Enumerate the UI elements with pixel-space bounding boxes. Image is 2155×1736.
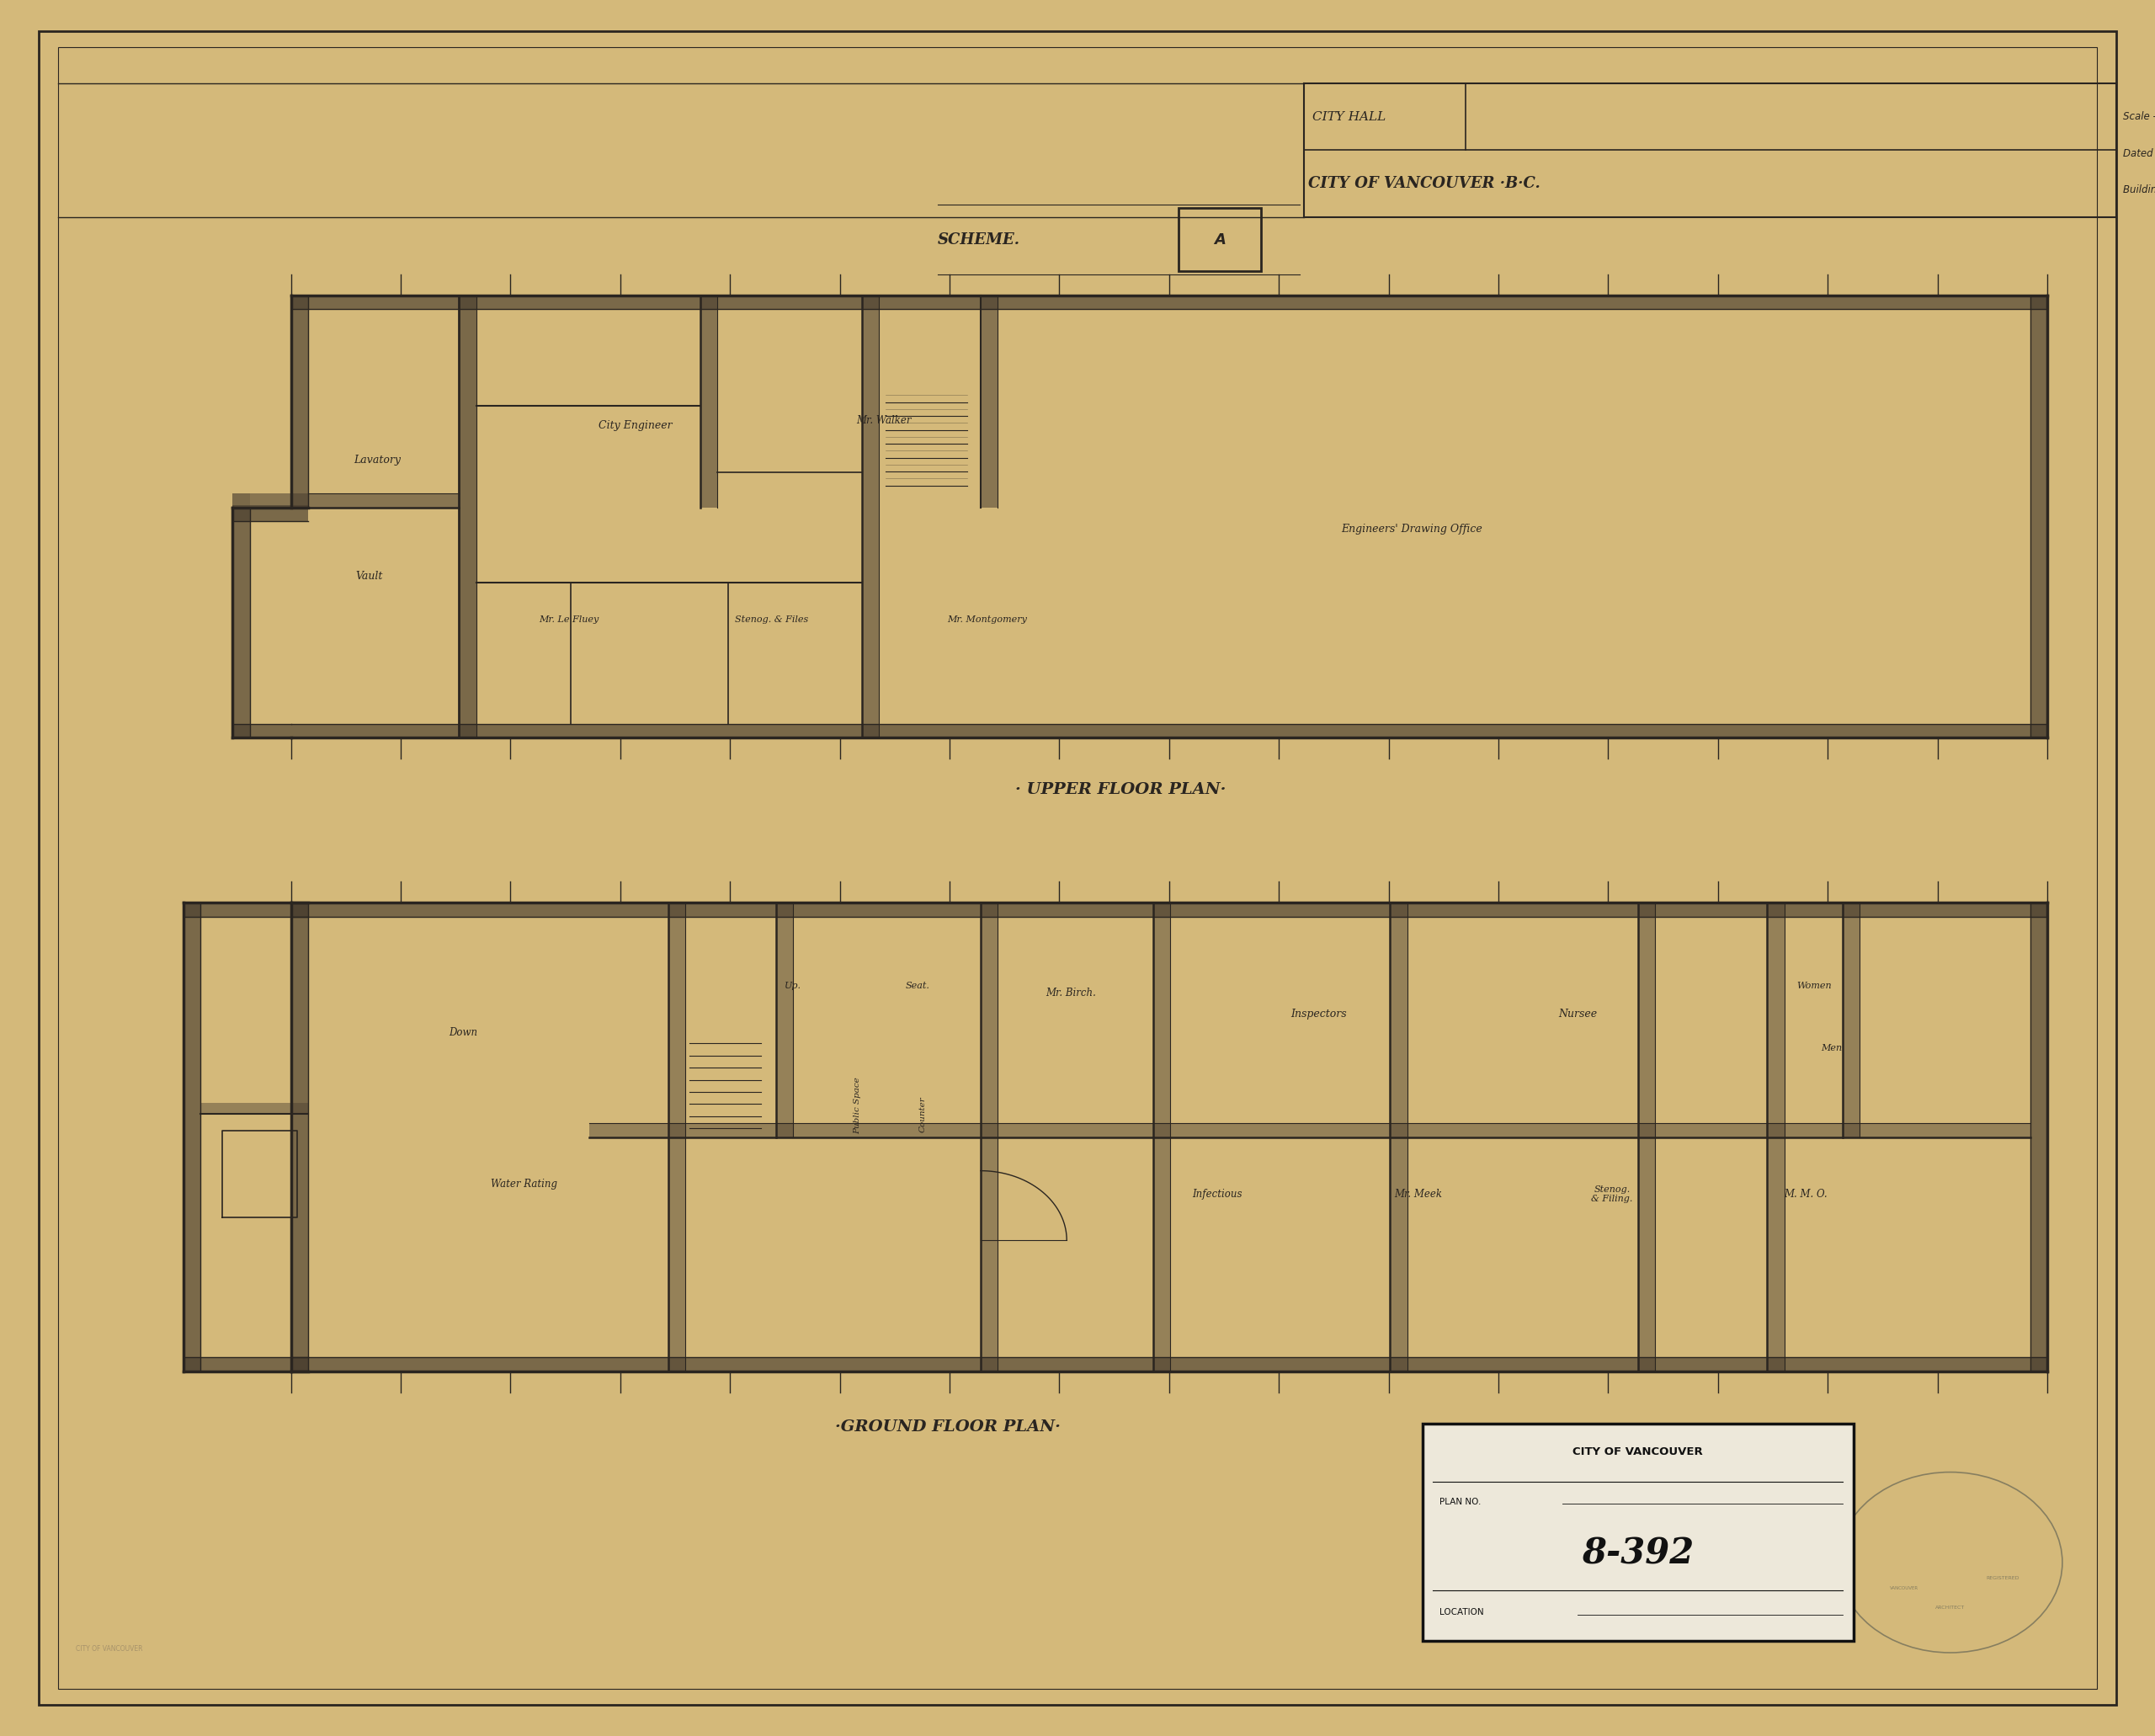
Bar bbox=[233, 493, 250, 738]
Bar bbox=[459, 295, 476, 738]
Text: Stenog.
& Filing.: Stenog. & Filing. bbox=[1590, 1186, 1633, 1203]
Text: CITY OF VANCOUVER ·B·C.: CITY OF VANCOUVER ·B·C. bbox=[1308, 175, 1541, 191]
Bar bbox=[233, 724, 291, 738]
Bar bbox=[1153, 903, 1170, 1371]
Text: Dated - 18/2/22: Dated - 18/2/22 bbox=[2123, 148, 2155, 158]
Bar bbox=[250, 493, 459, 507]
Text: Seat.: Seat. bbox=[905, 983, 931, 990]
Bar bbox=[700, 295, 718, 507]
Text: Down: Down bbox=[448, 1028, 478, 1038]
Bar bbox=[1767, 903, 1784, 1371]
Bar bbox=[183, 903, 308, 917]
Bar bbox=[291, 1358, 2047, 1371]
Bar bbox=[590, 1123, 2030, 1137]
Text: Inspectors: Inspectors bbox=[1291, 1009, 1347, 1019]
Text: Women: Women bbox=[1797, 983, 1832, 990]
Text: Mr. Walker: Mr. Walker bbox=[856, 415, 912, 425]
Text: A: A bbox=[1213, 233, 1226, 247]
Bar bbox=[183, 903, 200, 1371]
Text: Vault: Vault bbox=[356, 571, 384, 582]
Bar bbox=[183, 1358, 308, 1371]
Text: REGISTERED: REGISTERED bbox=[1987, 1576, 2019, 1580]
Text: CITY OF VANCOUVER: CITY OF VANCOUVER bbox=[75, 1646, 142, 1653]
Bar bbox=[776, 903, 793, 1137]
Bar bbox=[862, 295, 879, 738]
Text: Lavatory: Lavatory bbox=[353, 455, 401, 465]
Text: Mr. Montgomery: Mr. Montgomery bbox=[946, 616, 1028, 623]
Bar bbox=[1422, 1424, 1853, 1641]
Bar bbox=[291, 903, 2047, 917]
Bar bbox=[1390, 903, 1407, 1371]
Text: ARCHITECT: ARCHITECT bbox=[1935, 1606, 1965, 1609]
Text: PLAN NO.: PLAN NO. bbox=[1440, 1498, 1480, 1505]
Text: Nursee: Nursee bbox=[1558, 1009, 1597, 1019]
Text: Mr. Birch.: Mr. Birch. bbox=[1045, 988, 1097, 998]
Bar bbox=[291, 295, 2047, 309]
Text: Engineers' Drawing Office: Engineers' Drawing Office bbox=[1340, 524, 1483, 535]
Text: CITY OF VANCOUVER: CITY OF VANCOUVER bbox=[1573, 1446, 1702, 1457]
Text: Water Rating: Water Rating bbox=[491, 1179, 556, 1189]
Bar bbox=[2030, 295, 2047, 738]
Bar bbox=[291, 903, 308, 1371]
Text: Scale -⅛" = 1·0": Scale -⅛" = 1·0" bbox=[2123, 111, 2155, 122]
Text: Mr. Meek: Mr. Meek bbox=[1394, 1189, 1442, 1200]
Text: Men: Men bbox=[1821, 1045, 1843, 1052]
Text: Building Dept.: Building Dept. bbox=[2123, 184, 2155, 196]
Text: Infectious: Infectious bbox=[1192, 1189, 1243, 1200]
Bar bbox=[291, 724, 2047, 738]
Text: · UPPER FLOOR PLAN·: · UPPER FLOOR PLAN· bbox=[1015, 783, 1226, 797]
Bar bbox=[1843, 903, 1860, 1137]
Bar bbox=[233, 505, 308, 521]
Bar bbox=[981, 295, 998, 507]
Text: LOCATION: LOCATION bbox=[1440, 1608, 1485, 1616]
Bar bbox=[668, 903, 685, 1371]
Text: CITY HALL: CITY HALL bbox=[1312, 111, 1386, 123]
Text: M. M. O.: M. M. O. bbox=[1784, 1189, 1827, 1200]
Text: Public Space: Public Space bbox=[853, 1078, 862, 1134]
Text: City Engineer: City Engineer bbox=[599, 420, 672, 431]
Text: Mr. Le Fluey: Mr. Le Fluey bbox=[539, 616, 599, 623]
Bar bbox=[2030, 903, 2047, 1371]
Bar bbox=[200, 1102, 308, 1115]
Text: Counter: Counter bbox=[918, 1097, 927, 1132]
Text: ·GROUND FLOOR PLAN·: ·GROUND FLOOR PLAN· bbox=[836, 1420, 1060, 1434]
Text: 8-392: 8-392 bbox=[1582, 1536, 1694, 1571]
Text: Up.: Up. bbox=[784, 983, 802, 990]
Bar bbox=[1638, 903, 1655, 1371]
Bar bbox=[1179, 208, 1261, 271]
Text: VANCOUVER: VANCOUVER bbox=[1890, 1587, 1918, 1590]
Bar bbox=[291, 295, 308, 507]
Text: Stenog. & Files: Stenog. & Files bbox=[735, 616, 808, 623]
Text: SCHEME.: SCHEME. bbox=[937, 233, 1019, 247]
Bar bbox=[981, 903, 998, 1371]
